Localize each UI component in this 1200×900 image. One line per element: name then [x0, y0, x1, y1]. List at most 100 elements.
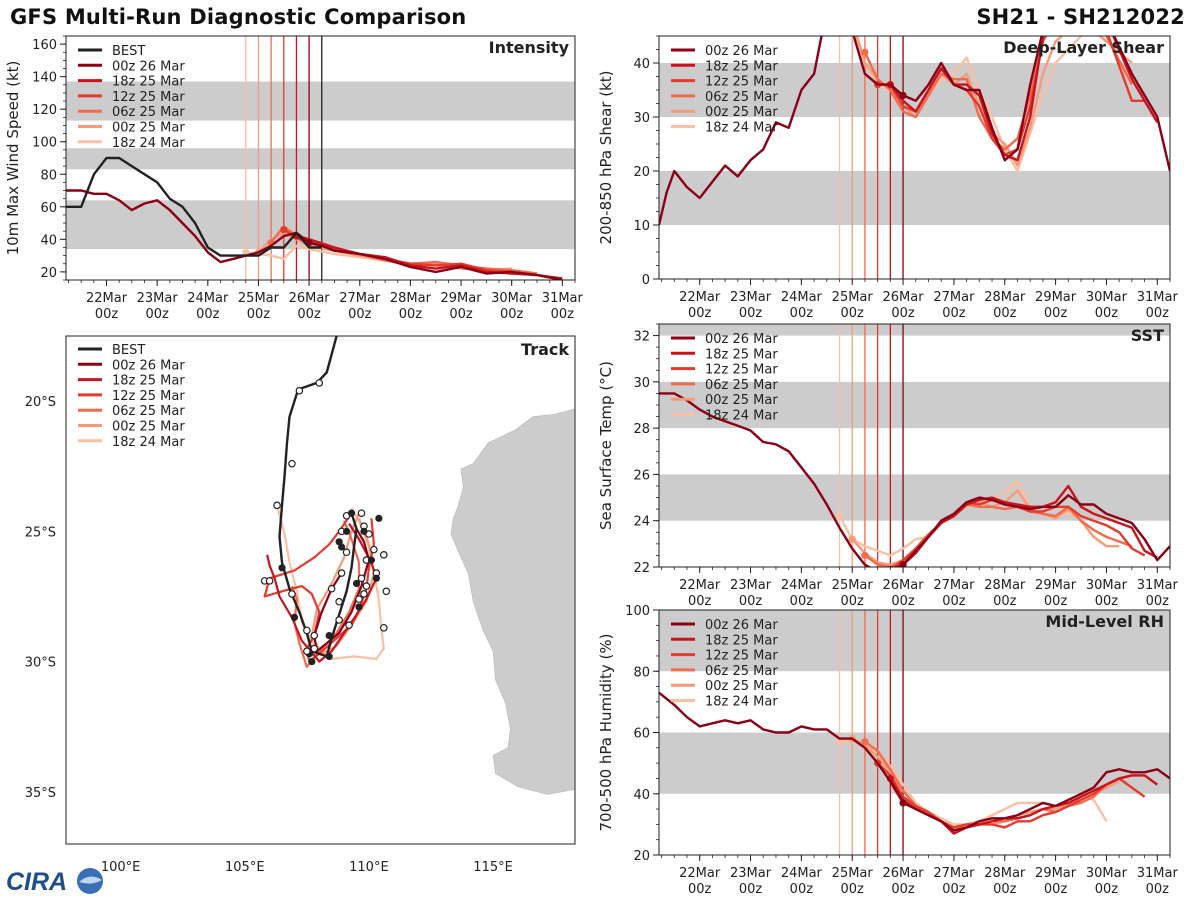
- track-map: [260, 336, 575, 795]
- track-point-hollow: [360, 590, 368, 598]
- x-tick-sublabel: 00z: [1044, 882, 1068, 897]
- legend-label-best: BEST: [112, 44, 145, 59]
- y-tick-label: 28: [633, 422, 650, 437]
- x-tick-label: 23Mar: [730, 866, 772, 881]
- init-marker-06z-25-mar: [861, 738, 869, 746]
- shade-band-2: [66, 81, 575, 121]
- x-tick-label: 29Mar: [1035, 290, 1077, 305]
- panel-title: Intensity: [489, 38, 570, 57]
- x-tick-label: 28Mar: [390, 291, 432, 306]
- x-tick-sublabel: 00z: [942, 306, 966, 321]
- track-point-filled: [278, 564, 286, 572]
- track-point-filled: [342, 527, 351, 535]
- track-point-hollow: [327, 584, 336, 593]
- x-tick-label: 24Mar: [781, 290, 823, 305]
- x-tick-sublabel: 00z: [145, 307, 169, 322]
- x-tick-sublabel: 00z: [841, 306, 865, 321]
- x-tick-sublabel: 00z: [993, 306, 1017, 321]
- track-point-hollow: [355, 595, 363, 603]
- lat-tick-label: 20°S: [25, 395, 56, 410]
- x-tick-label: 25Mar: [832, 866, 874, 881]
- shade-band-0: [659, 474, 1170, 521]
- x-tick-sublabel: 00z: [688, 594, 712, 609]
- x-tick-label: 22Mar: [679, 866, 721, 881]
- init-marker-06z-25-mar: [861, 48, 869, 56]
- series-line-best: [66, 156, 322, 257]
- legend-label-06z-25-mar: 06z 25 Mar: [705, 90, 778, 105]
- x-tick-label: 28Mar: [984, 290, 1026, 305]
- legend-label-18z-25-mar: 18z 25 Mar: [705, 347, 778, 362]
- x-tick-label: 30Mar: [491, 291, 533, 306]
- track-point-filled: [325, 631, 333, 640]
- y-tick-label: 22: [633, 561, 650, 576]
- init-marker-00z-26-mar: [899, 561, 907, 567]
- x-tick-sublabel: 00z: [688, 882, 712, 897]
- shade-band-0: [659, 732, 1170, 794]
- x-tick-sublabel: 00z: [841, 882, 865, 897]
- x-tick-label: 25Mar: [238, 291, 280, 306]
- x-tick-sublabel: 00z: [1146, 882, 1170, 897]
- legend-label-00z-26-mar: 00z 26 Mar: [705, 332, 778, 347]
- legend-label-06z-25-mar: 06z 25 Mar: [705, 664, 778, 679]
- legend-label-00z-26-mar: 00z 26 Mar: [705, 618, 778, 633]
- y-tick-label: 80: [633, 665, 650, 680]
- y-tick-label: 140: [32, 71, 57, 86]
- x-tick-label: 23Mar: [730, 290, 772, 305]
- series-group: [659, 36, 1170, 226]
- series-line-18z-25-mar: [296, 234, 563, 280]
- lat-tick-label: 30°S: [25, 656, 56, 671]
- legend-label-12z-25-mar: 12z 25 Mar: [705, 649, 778, 664]
- x-tick-sublabel: 00z: [739, 882, 763, 897]
- panel-shear: 01020304022Mar00z23Mar00z24Mar00z25Mar00…: [597, 35, 1179, 321]
- x-tick-sublabel: 00z: [891, 882, 915, 897]
- x-tick-sublabel: 00z: [348, 307, 372, 322]
- x-tick-sublabel: 00z: [790, 306, 814, 321]
- track-point-filled: [367, 556, 375, 564]
- legend-label-18z-25-mar: 18z 25 Mar: [705, 59, 778, 74]
- x-tick-sublabel: 00z: [942, 594, 966, 609]
- x-tick-label: 31Mar: [1137, 290, 1179, 305]
- legend-label-best: BEST: [112, 343, 145, 358]
- track-line-18z-25-mar: [266, 523, 378, 663]
- australia-landmass: [450, 407, 575, 795]
- y-tick-label: 24: [633, 515, 650, 530]
- track-point-filled: [375, 514, 383, 522]
- x-tick-label: 29Mar: [1035, 866, 1077, 881]
- track-point-hollow: [310, 631, 319, 640]
- x-tick-sublabel: 00z: [449, 307, 473, 322]
- lat-tick-label: 35°S: [25, 786, 56, 801]
- x-tick-sublabel: 00z: [993, 882, 1017, 897]
- legend-label-18z-24-mar: 18z 24 Mar: [705, 695, 778, 710]
- y-axis-label: 200-850 hPa Shear (kt): [597, 71, 615, 245]
- lon-tick-label: 100°E: [101, 860, 141, 875]
- track-point-hollow: [380, 623, 388, 632]
- panel-title: SST: [1131, 326, 1164, 345]
- shade-band-1: [659, 610, 1170, 672]
- figure-title: GFS Multi-Run Diagnostic Comparison: [10, 5, 467, 29]
- track-point-hollow: [380, 551, 388, 559]
- legend-label-00z-26-mar: 00z 26 Mar: [112, 59, 185, 74]
- track-point-hollow: [335, 597, 343, 606]
- track-point-hollow: [265, 577, 274, 585]
- y-tick-label: 100: [32, 136, 57, 151]
- x-tick-sublabel: 00z: [1095, 306, 1119, 321]
- x-tick-label: 23Mar: [730, 578, 772, 593]
- x-tick-sublabel: 00z: [297, 307, 321, 322]
- y-tick-label: 100: [625, 604, 650, 619]
- x-tick-sublabel: 00z: [688, 306, 712, 321]
- y-tick-label: 10: [633, 219, 650, 234]
- x-tick-label: 24Mar: [781, 578, 823, 593]
- y-tick-label: 120: [32, 103, 57, 118]
- track-point-hollow: [357, 574, 366, 583]
- track-point-filled: [355, 603, 363, 611]
- lon-tick-label: 105°E: [225, 860, 265, 875]
- panel-rh: 2040608010022Mar00z23Mar00z24Mar00z25Mar…: [597, 604, 1178, 897]
- legend-label-18z-24-mar: 18z 24 Mar: [112, 435, 185, 450]
- track-point-hollow: [303, 626, 311, 635]
- legend-label-00z-25-mar: 00z 25 Mar: [705, 679, 778, 694]
- panel-title: Deep-Layer Shear: [1003, 38, 1164, 57]
